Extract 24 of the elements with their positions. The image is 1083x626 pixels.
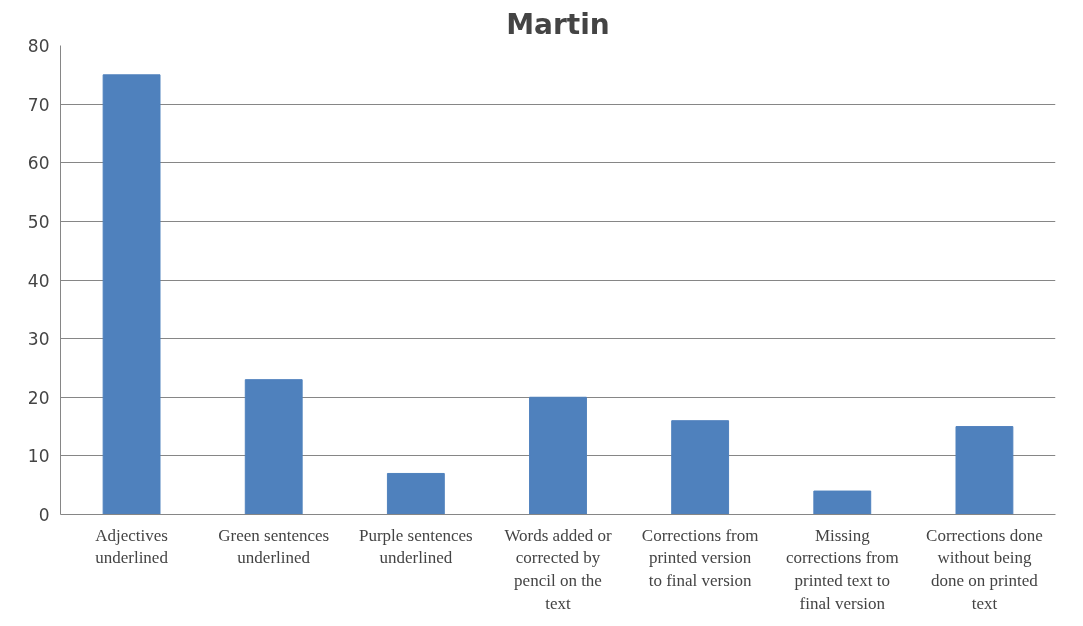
y-tick-label: 30 (27, 329, 50, 350)
x-tick-label: Missing corrections from printed text to final version (785, 525, 899, 613)
bar (386, 472, 445, 515)
x-tick-label: Purple sentences underlined (358, 525, 473, 568)
x-tick-label: Green sentences underlined (218, 525, 330, 568)
x-tick-label: Adjectives underlined (95, 525, 169, 568)
bar (813, 490, 872, 515)
y-tick-label: 20 (27, 387, 50, 408)
y-tick-label: 40 (27, 270, 50, 291)
y-tick-label: 60 (27, 153, 50, 174)
bar (529, 396, 587, 515)
y-tick-label: 50 (27, 211, 50, 232)
x-tick-label: Words added or corrected by pencil on the text (504, 525, 612, 613)
bar (955, 426, 1014, 515)
chart-title: Martin (506, 7, 610, 41)
y-tick-label: 80 (27, 36, 50, 56)
bar (102, 74, 161, 515)
x-tick-label: Corrections from printed version to final version (641, 525, 759, 591)
bar (244, 379, 303, 515)
y-tick-label: 0 (38, 505, 50, 525)
y-tick-label: 70 (27, 94, 50, 115)
x-tick-label: Corrections done without being done on printed text (926, 525, 1043, 613)
bar (671, 420, 730, 515)
y-tick-label: 10 (27, 446, 50, 467)
